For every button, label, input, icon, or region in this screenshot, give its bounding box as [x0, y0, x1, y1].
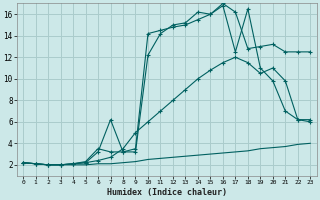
X-axis label: Humidex (Indice chaleur): Humidex (Indice chaleur): [107, 188, 227, 197]
